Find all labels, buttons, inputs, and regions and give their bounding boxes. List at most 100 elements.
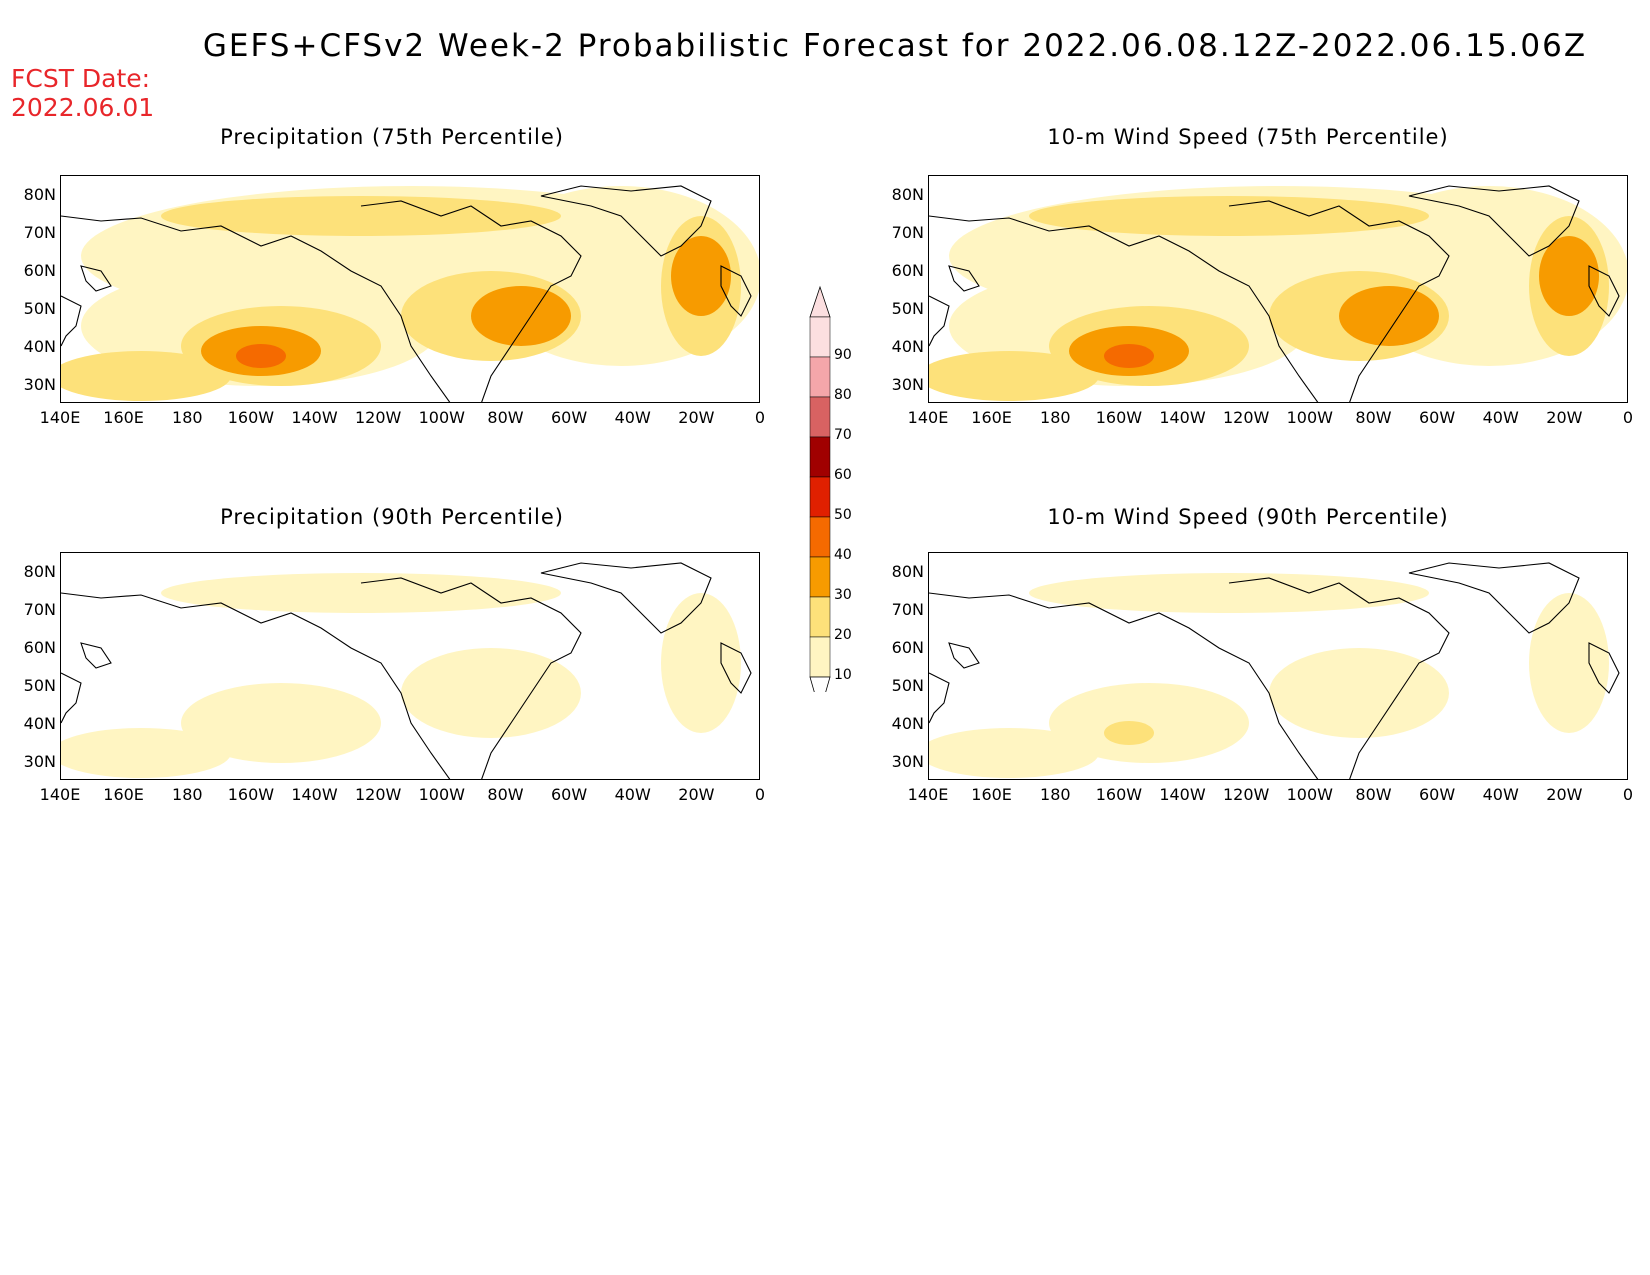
- lon-tick-label: 140W: [1159, 408, 1206, 427]
- lon-tick-label: 180: [1040, 785, 1071, 804]
- lon-tick-label: 60W: [551, 408, 588, 427]
- shaded-region: [929, 728, 1099, 778]
- lon-tick-label: 40W: [614, 785, 651, 804]
- lat-tick-label: 80N: [891, 562, 924, 581]
- lon-tick-label: 140W: [291, 408, 338, 427]
- shaded-region: [929, 351, 1099, 401]
- shaded-region: [161, 196, 561, 236]
- lon-tick-label: 40W: [614, 408, 651, 427]
- lat-tick-label: 40N: [891, 337, 924, 356]
- lon-tick-label: 180: [172, 408, 203, 427]
- colorbar-tick-label: 80: [834, 387, 852, 403]
- colorbar-tick-label: 50: [834, 507, 852, 523]
- shaded-region: [671, 236, 731, 316]
- colorbar-segment: [809, 596, 831, 638]
- colorbar-tick-label: 90: [834, 347, 852, 363]
- lat-tick-label: 70N: [23, 223, 56, 242]
- coastline: [61, 672, 82, 724]
- coastline: [929, 672, 950, 724]
- shaded-region: [1104, 344, 1154, 368]
- lon-tick-label: 160E: [971, 785, 1012, 804]
- coastline: [1408, 185, 1580, 257]
- lat-tick-label: 30N: [23, 752, 56, 771]
- map-precip-75: [60, 175, 760, 403]
- lat-tick-label: 60N: [891, 261, 924, 280]
- lon-tick-label: 180: [172, 785, 203, 804]
- lat-tick-label: 50N: [23, 676, 56, 695]
- lon-tick-label: 20W: [678, 408, 715, 427]
- shaded-region: [471, 663, 571, 723]
- lat-tick-label: 80N: [23, 562, 56, 581]
- coastline: [540, 562, 712, 634]
- colorbar-segment: [809, 556, 831, 598]
- lon-tick-label: 0: [1622, 408, 1634, 427]
- lon-tick-label: 100W: [1286, 408, 1333, 427]
- coastline: [1228, 200, 1450, 402]
- panel-title-wind-75: 10-m Wind Speed (75th Percentile): [1047, 125, 1449, 149]
- lat-tick-label: 40N: [891, 714, 924, 733]
- colorbar-tick-label: 30: [834, 587, 852, 603]
- coastline: [1228, 577, 1450, 779]
- coastline: [720, 642, 752, 694]
- lon-tick-label: 140E: [39, 408, 81, 427]
- colorbar-tick-label: 40: [834, 547, 852, 563]
- coastline: [61, 592, 451, 779]
- coastline: [929, 215, 1319, 402]
- forecast-date-block: FCST Date: 2022.06.01: [11, 64, 154, 122]
- shaded-region: [1339, 663, 1439, 723]
- colorbar-segment: [809, 516, 831, 558]
- colorbar-segment: [809, 356, 831, 398]
- lon-tick-label: 160E: [103, 785, 144, 804]
- lat-tick-label: 30N: [891, 752, 924, 771]
- colorbar-segment: [809, 636, 831, 678]
- lon-tick-label: 0: [754, 408, 766, 427]
- shaded-region: [236, 344, 286, 368]
- lon-tick-label: 100W: [1286, 785, 1333, 804]
- lon-tick-label: 120W: [1223, 408, 1270, 427]
- colorbar-tick-label: 70: [834, 427, 852, 443]
- colorbar-segment: [809, 396, 831, 438]
- coastline: [929, 295, 950, 347]
- lon-tick-label: 160W: [1095, 408, 1143, 427]
- coastline: [1588, 642, 1620, 694]
- colorbar-bottom-arrow: [809, 676, 831, 692]
- forecast-date-value: 2022.06.01: [11, 93, 155, 122]
- lat-tick-label: 80N: [23, 185, 56, 204]
- coastline: [61, 295, 82, 347]
- lon-tick-label: 120W: [1223, 785, 1270, 804]
- coastline: [80, 265, 112, 292]
- panel-title-precip-75: Precipitation (75th Percentile): [220, 125, 564, 149]
- map-wind-90: [928, 552, 1628, 780]
- lon-tick-label: 80W: [487, 408, 524, 427]
- lon-tick-label: 160W: [227, 785, 275, 804]
- coastline: [720, 265, 752, 317]
- lon-tick-label: 40W: [1482, 408, 1519, 427]
- shaded-region: [471, 286, 571, 346]
- shaded-region: [61, 728, 231, 778]
- panel-title-wind-90: 10-m Wind Speed (90th Percentile): [1047, 505, 1449, 529]
- coastline: [540, 185, 712, 257]
- shaded-region: [61, 351, 231, 401]
- lon-tick-label: 160E: [971, 408, 1012, 427]
- lon-tick-label: 160W: [227, 408, 275, 427]
- lon-tick-label: 180: [1040, 408, 1071, 427]
- lat-tick-label: 40N: [23, 714, 56, 733]
- lat-tick-label: 30N: [23, 375, 56, 394]
- lon-tick-label: 20W: [1546, 785, 1583, 804]
- coastline: [1588, 265, 1620, 317]
- lon-tick-label: 60W: [1419, 785, 1456, 804]
- lat-tick-label: 60N: [23, 638, 56, 657]
- lon-tick-label: 120W: [355, 408, 402, 427]
- lon-tick-label: 80W: [1355, 408, 1392, 427]
- colorbar-segment: [809, 436, 831, 478]
- shaded-region: [1029, 573, 1429, 613]
- map-field: [61, 185, 759, 402]
- shaded-region: [1104, 721, 1154, 745]
- lat-tick-label: 60N: [891, 638, 924, 657]
- coastline: [1408, 562, 1580, 634]
- coastline: [61, 215, 451, 402]
- coastline: [80, 642, 112, 669]
- panel-title-precip-90: Precipitation (90th Percentile): [220, 505, 564, 529]
- map-field: [61, 562, 752, 779]
- map-field: [929, 562, 1620, 779]
